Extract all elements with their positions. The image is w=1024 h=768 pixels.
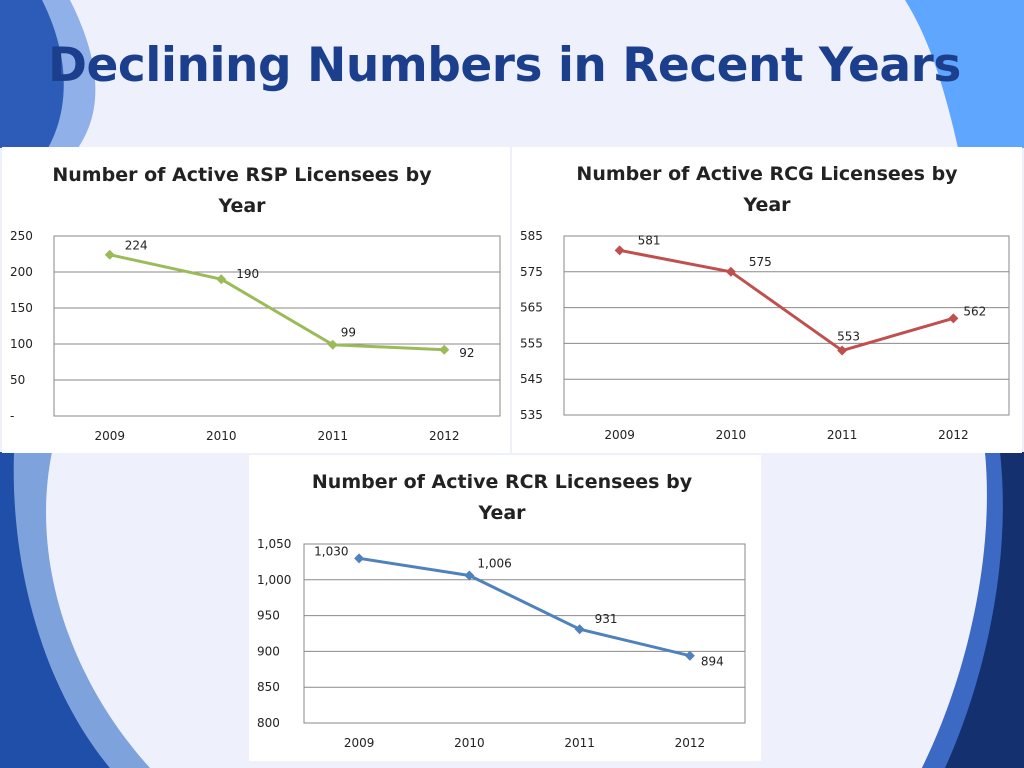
- chart-title-line: Number of Active RCG Licensees by: [576, 163, 958, 185]
- y-tick-label: 555: [520, 336, 543, 350]
- plot-area: [303, 543, 746, 724]
- series-line: [109, 253, 445, 352]
- x-tick-label: 2012: [938, 428, 969, 442]
- data-point: [684, 650, 695, 661]
- chart-title-line: Year: [477, 502, 526, 524]
- data-label: 575: [749, 255, 772, 269]
- x-tick-label: 2010: [716, 428, 747, 442]
- chart-rcg: Number of Active RCG Licensees by Year 535…: [520, 163, 1010, 442]
- data-point: [354, 553, 365, 564]
- y-tick-label: 800: [257, 716, 280, 730]
- data-point: [464, 570, 475, 581]
- data-point: [725, 266, 736, 277]
- y-tick-label: 565: [520, 301, 543, 315]
- x-tick-label: 2011: [827, 428, 858, 442]
- chart-panel-rcg: Number of Active RCG Licensees by Year 535…: [512, 147, 1022, 453]
- y-tick-label: 900: [257, 644, 280, 658]
- x-tick-label: 2009: [604, 428, 635, 442]
- data-label: 99: [341, 326, 356, 340]
- data-point: [837, 345, 848, 356]
- y-tick-label: 850: [257, 680, 280, 694]
- y-tick-label: 200: [10, 265, 33, 279]
- slide-title: Declining Numbers in Recent Years: [48, 38, 961, 93]
- x-tick-label: 2009: [344, 736, 375, 750]
- chart-rsp: Number of Active RSP Licensees by Year - 50…: [10, 164, 501, 443]
- y-tick-label: 545: [520, 372, 543, 386]
- y-tick-label: 1,000: [257, 573, 291, 587]
- y-tick-label: 100: [10, 337, 33, 351]
- data-label: 1,030: [314, 544, 348, 558]
- plot-area: [53, 235, 501, 417]
- chart-panel-rsp: Number of Active RSP Licensees by Year - 50…: [2, 147, 510, 453]
- data-point: [614, 245, 625, 256]
- y-tick-label: 585: [520, 229, 543, 243]
- chart-title-line: Year: [217, 195, 266, 217]
- data-label: 553: [837, 330, 860, 344]
- left-swoosh-dark: [0, 0, 64, 148]
- data-label: 224: [125, 239, 148, 253]
- data-label: 581: [638, 233, 661, 247]
- data-label: 92: [459, 346, 474, 360]
- x-tick-label: 2010: [454, 736, 485, 750]
- series-line: [358, 556, 691, 658]
- left-swoosh-bottom-light: [13, 452, 151, 768]
- x-tick-label: 2011: [317, 429, 348, 443]
- data-label: 562: [963, 304, 986, 318]
- y-tick-label: 575: [520, 265, 543, 279]
- y-tick-label: 535: [520, 408, 543, 422]
- data-point: [327, 339, 338, 350]
- data-point: [439, 344, 450, 355]
- chart-rcr: Number of Active RCR Licensees by Year 800…: [257, 471, 746, 750]
- chart-title-line: Year: [742, 194, 791, 216]
- right-swoosh-top: [905, 0, 1024, 148]
- right-swoosh-bottom-light: [922, 452, 1003, 768]
- x-tick-label: 2010: [206, 429, 237, 443]
- data-label: 1,006: [477, 557, 511, 571]
- series-line: [619, 248, 954, 353]
- y-tick-label: 250: [10, 229, 33, 243]
- y-tick-label: 950: [257, 609, 280, 623]
- x-tick-label: 2011: [564, 736, 595, 750]
- x-tick-label: 2009: [94, 429, 125, 443]
- y-tick-label: 150: [10, 301, 33, 315]
- y-tick-label: -: [10, 409, 14, 423]
- data-point: [104, 249, 115, 260]
- data-label: 190: [236, 267, 259, 281]
- data-label: 894: [701, 655, 724, 669]
- chart-title-line: Number of Active RCR Licensees by: [312, 471, 693, 493]
- x-tick-label: 2012: [675, 736, 706, 750]
- y-tick-label: 1,050: [257, 537, 291, 551]
- data-point: [948, 313, 959, 324]
- x-tick-label: 2012: [429, 429, 460, 443]
- plot-area: [563, 235, 1010, 416]
- chart-title-line: Number of Active RSP Licensees by: [52, 164, 432, 186]
- chart-panel-rcr: Number of Active RCR Licensees by Year 800…: [249, 455, 761, 761]
- left-swoosh-bottom-dark: [0, 452, 110, 768]
- data-point: [216, 274, 227, 285]
- data-point: [574, 624, 585, 635]
- data-label: 931: [595, 612, 618, 626]
- y-tick-label: 50: [10, 373, 25, 387]
